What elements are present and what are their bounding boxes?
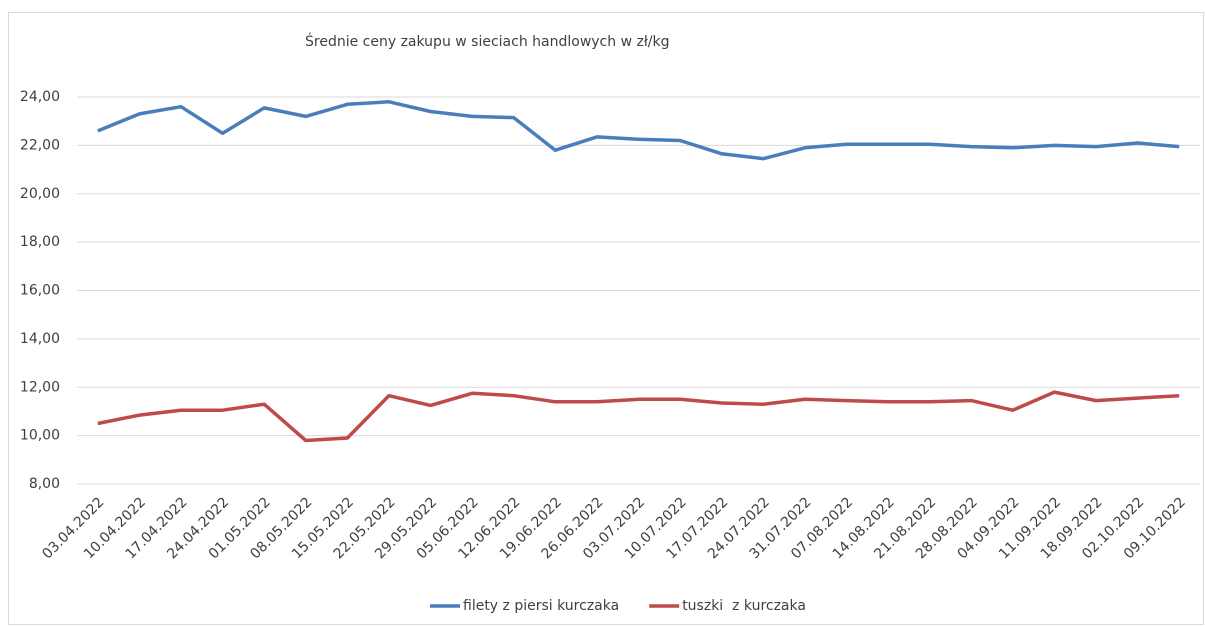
line-series <box>97 100 1180 161</box>
y-tick-label: 8,00 <box>29 476 60 492</box>
y-tick-label: 12,00 <box>20 379 60 395</box>
chart-title: Średnie ceny zakupu w sieciach handlowyc… <box>305 32 670 50</box>
chart-border <box>8 12 1204 625</box>
y-tick-label: 22,00 <box>20 137 60 153</box>
line-series <box>97 390 1180 443</box>
y-tick-label: 14,00 <box>20 331 60 347</box>
y-tick-label: 10,00 <box>20 428 60 444</box>
y-tick-label: 18,00 <box>20 234 60 250</box>
y-tick-label: 16,00 <box>20 283 60 299</box>
y-tick-label: 20,00 <box>20 186 60 202</box>
legend-label: filety z piersi kurczaka <box>463 598 619 614</box>
y-tick-label: 24,00 <box>20 89 60 105</box>
legend-label: tuszki z kurczaka <box>682 598 806 614</box>
